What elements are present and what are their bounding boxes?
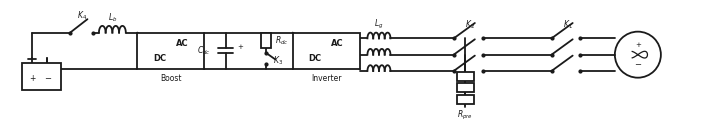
Text: $K_1$: $K_1$ (563, 19, 573, 31)
Text: $R_{dc}$: $R_{dc}$ (275, 34, 289, 46)
Text: +: + (30, 74, 36, 83)
Bar (293, 33, 359, 69)
Text: AC: AC (176, 39, 189, 48)
Text: $K_4$: $K_4$ (77, 9, 86, 22)
Text: $K_3$: $K_3$ (274, 54, 284, 67)
Text: $C_{dc}$: $C_{dc}$ (196, 45, 210, 57)
Text: Inverter: Inverter (311, 74, 342, 83)
Bar (261, 33, 271, 48)
Text: AC: AC (331, 39, 344, 48)
Text: DC: DC (308, 54, 321, 63)
Text: $R_{pre}$: $R_{pre}$ (457, 109, 473, 122)
Text: −: − (45, 74, 52, 83)
Bar (138, 33, 204, 69)
Text: $L_g$: $L_g$ (374, 17, 384, 30)
Bar (457, 83, 474, 92)
Bar (457, 95, 474, 104)
Bar (457, 72, 474, 81)
Text: DC: DC (153, 54, 166, 63)
Text: +: + (635, 42, 641, 48)
Text: $L_b$: $L_b$ (108, 12, 117, 25)
Text: $K_2$: $K_2$ (465, 19, 475, 31)
Text: Boost: Boost (160, 74, 182, 83)
Bar (22, 63, 60, 90)
Text: −: − (635, 60, 642, 69)
Text: +: + (237, 44, 243, 51)
